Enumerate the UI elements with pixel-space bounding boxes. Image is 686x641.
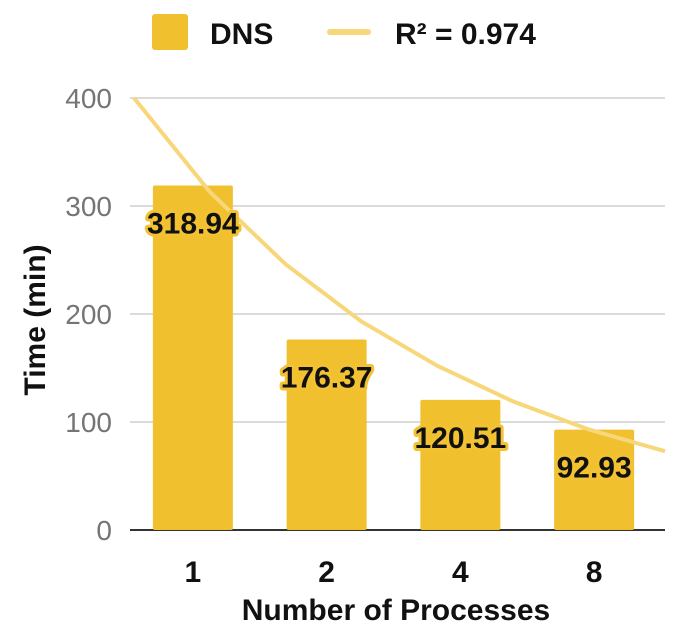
x-tick-label: 8 <box>586 556 603 589</box>
legend-label-trendline: R² = 0.974 <box>395 18 536 51</box>
bar <box>420 399 501 530</box>
legend-swatch-bar <box>152 14 188 50</box>
y-axis-title: Time (min) <box>19 244 52 395</box>
data-label: 176.37 <box>281 362 373 395</box>
trendline <box>132 96 666 454</box>
y-tick-label: 200 <box>65 299 112 330</box>
x-tick-label: 4 <box>452 556 469 589</box>
bar <box>554 429 635 530</box>
data-label: 92.93 <box>557 452 632 485</box>
bars <box>152 185 635 530</box>
trendline-path <box>132 96 666 454</box>
bar <box>286 339 367 530</box>
x-tick-label: 2 <box>318 556 335 589</box>
legend-label-series: DNS <box>210 18 273 51</box>
data-label: 120.51 <box>414 422 506 455</box>
y-tick-label: 100 <box>65 407 112 438</box>
y-tick-label: 400 <box>65 83 112 114</box>
y-tick-label: 300 <box>65 191 112 222</box>
y-axis-ticks: 0 100 200 300 400 <box>65 83 112 546</box>
x-tick-label: 1 <box>185 556 202 589</box>
data-label: 318.94 <box>147 208 239 241</box>
y-tick-label: 0 <box>96 515 112 546</box>
x-axis-title: Number of Processes <box>242 594 550 627</box>
legend: DNS R² = 0.974 <box>152 14 536 51</box>
bar <box>152 185 233 530</box>
x-axis-ticks: 1 2 4 8 <box>185 556 603 589</box>
data-labels: 318.94 176.37 120.51 92.93 <box>144 205 635 488</box>
